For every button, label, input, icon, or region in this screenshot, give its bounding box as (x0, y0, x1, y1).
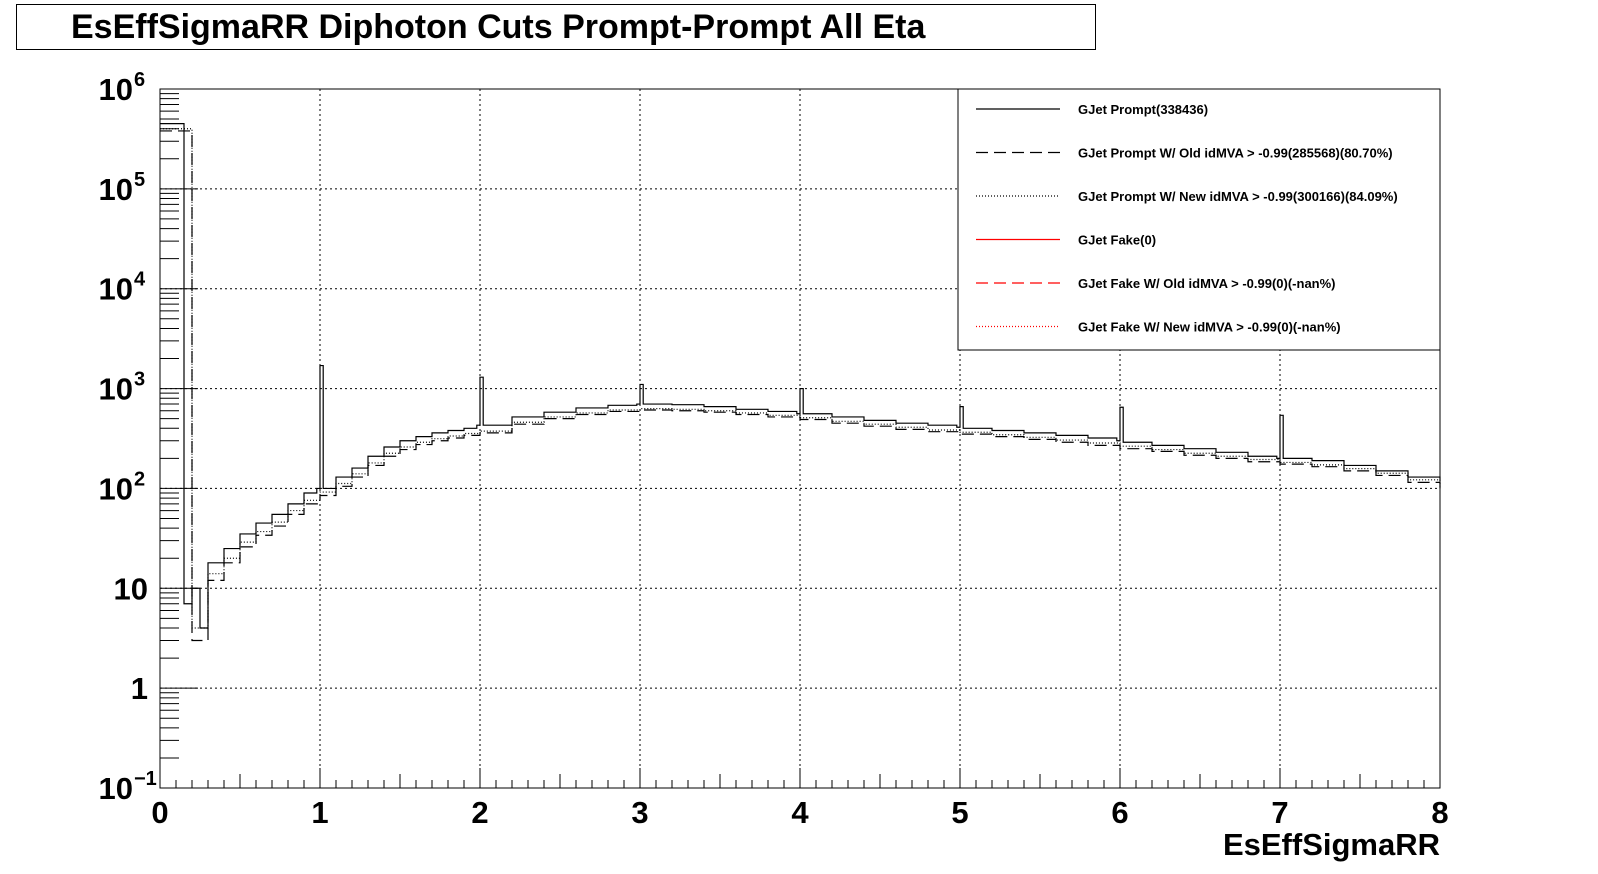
x-axis-title: EsEffSigmaRR (1223, 827, 1440, 862)
y-tick-exponent: 6 (134, 69, 145, 91)
series-line (160, 130, 1441, 642)
chart-title: EsEffSigmaRR Diphoton Cuts Prompt-Prompt… (71, 7, 926, 46)
y-tick-exponent: −1 (134, 768, 157, 790)
y-tick-label: 10 (99, 771, 133, 806)
y-tick-exponent: 5 (134, 169, 145, 191)
y-tick-label: 10 (99, 471, 133, 506)
legend: GJet Prompt(338436) GJet Prompt W/ Old id… (957, 88, 1441, 351)
y-tick-label: 10 (99, 172, 133, 207)
y-tick-label: 10 (114, 571, 148, 606)
legend-label: GJet Fake W/ Old idMVA > -0.99(0)(-nan%) (1078, 276, 1336, 291)
y-tick-label: 10 (99, 72, 133, 107)
legend-label: GJet Prompt W/ New idMVA > -0.99(300166)… (1078, 189, 1398, 204)
y-tick-base: 10 (99, 272, 133, 307)
y-tick-base: 10 (99, 471, 133, 506)
x-tick-label: 1 (311, 795, 328, 830)
y-tick-base: 10 (99, 172, 133, 207)
legend-label: GJet Prompt(338436) (1078, 102, 1208, 117)
x-tick-label: 0 (151, 795, 168, 830)
x-tick-label: 5 (951, 795, 968, 830)
y-tick-exponent: 2 (134, 468, 145, 490)
y-tick-base: 10 (99, 72, 133, 107)
y-tick-label: 1 (131, 671, 148, 706)
legend-label: GJet Fake W/ New idMVA > -0.99(0)(-nan%) (1078, 320, 1341, 335)
y-tick-label: 10 (99, 272, 133, 307)
y-tick-base: 1 (131, 671, 148, 706)
x-tick-label: 6 (1111, 795, 1128, 830)
x-tick-label: 8 (1431, 795, 1448, 830)
y-tick-base: 10 (99, 372, 133, 407)
series-layer (160, 123, 1441, 642)
x-tick-label: 4 (791, 795, 809, 830)
y-tick-base: 10 (99, 771, 133, 806)
x-tick-label: 3 (631, 795, 648, 830)
y-tick-exponent: 3 (134, 369, 145, 391)
x-tick-label: 2 (471, 795, 488, 830)
y-tick-exponent: 4 (134, 269, 146, 291)
x-axis-labels: 0 1 2 3 4 5 6 7 8 (151, 795, 1448, 830)
legend-label: GJet Fake(0) (1078, 233, 1156, 248)
series-line (160, 123, 1441, 629)
x-tick-label: 7 (1271, 795, 1288, 830)
y-tick-label: 10 (99, 372, 133, 407)
legend-label: GJet Prompt W/ Old idMVA > -0.99(285568)… (1078, 146, 1393, 161)
axis-ticks (159, 88, 1441, 789)
chart-title-box: EsEffSigmaRR Diphoton Cuts Prompt-Prompt… (16, 4, 1096, 50)
legend-box (957, 88, 1441, 351)
series-line (160, 128, 1441, 629)
y-tick-base: 10 (114, 571, 148, 606)
